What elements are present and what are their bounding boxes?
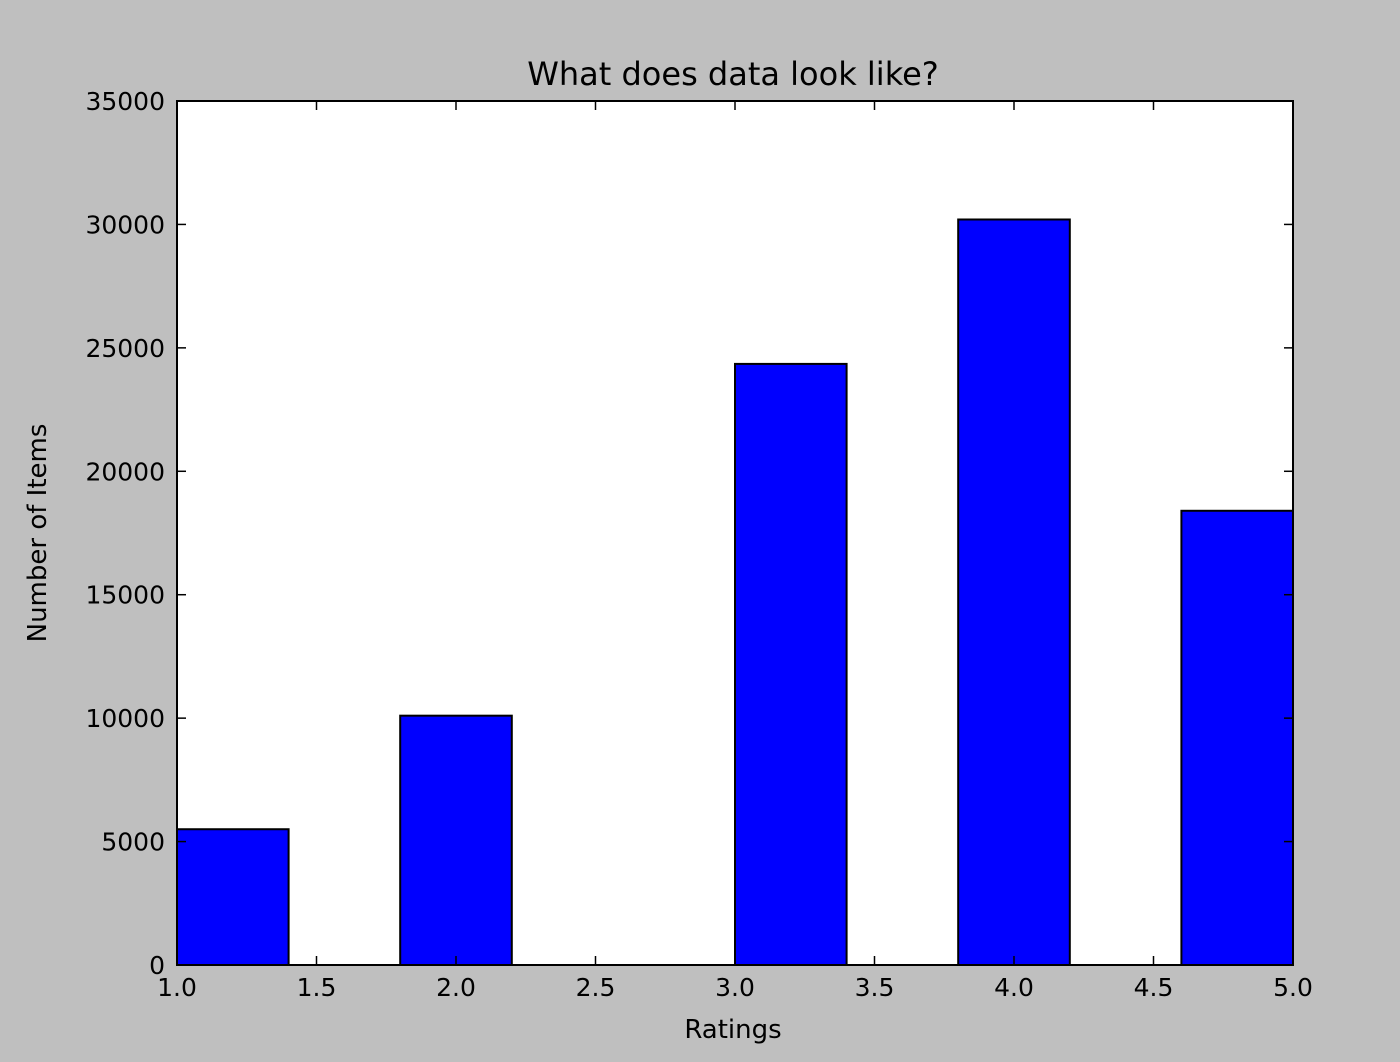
x-tick-label-7: 4.5 xyxy=(1134,973,1174,1002)
x-tick-label-6: 4.0 xyxy=(994,973,1034,1002)
chart-title: What does data look like? xyxy=(527,55,939,93)
x-tick-label-8: 5.0 xyxy=(1273,973,1313,1002)
y-tick-label-1: 5000 xyxy=(101,828,165,857)
x-tick-label-0: 1.0 xyxy=(157,973,197,1002)
bar-2 xyxy=(399,714,513,966)
ticks-group: 1.0 1.5 2.0 2.5 3.0 3.5 4.0 4.5 5.0 0 5000 10000 150… xyxy=(85,87,1312,1002)
bar-7 xyxy=(957,218,1071,966)
x-axis-label: Ratings xyxy=(684,1015,781,1045)
x-tick-label-3: 2.5 xyxy=(576,973,616,1002)
y-tick-label-0: 0 xyxy=(149,951,165,980)
y-tick-label-7: 35000 xyxy=(85,87,165,116)
bar-5 xyxy=(734,362,848,967)
x-tick-label-2: 2.0 xyxy=(436,973,476,1002)
y-axis-label: Number of Items xyxy=(23,424,53,643)
y-tick-label-6: 30000 xyxy=(85,210,165,239)
bar-0 xyxy=(176,828,290,966)
plot-frame xyxy=(176,100,1294,966)
y-tick-label-4: 20000 xyxy=(85,457,165,486)
y-tick-label-5: 25000 xyxy=(85,334,165,363)
y-tick-label-3: 15000 xyxy=(85,581,165,610)
x-tick-label-5: 3.5 xyxy=(855,973,895,1002)
bar-9 xyxy=(1180,509,1295,966)
bars-group xyxy=(176,218,1295,967)
y-tick-label-2: 10000 xyxy=(85,704,165,733)
x-tick-label-1: 1.5 xyxy=(297,973,337,1002)
x-tick-label-4: 3.0 xyxy=(715,973,755,1002)
